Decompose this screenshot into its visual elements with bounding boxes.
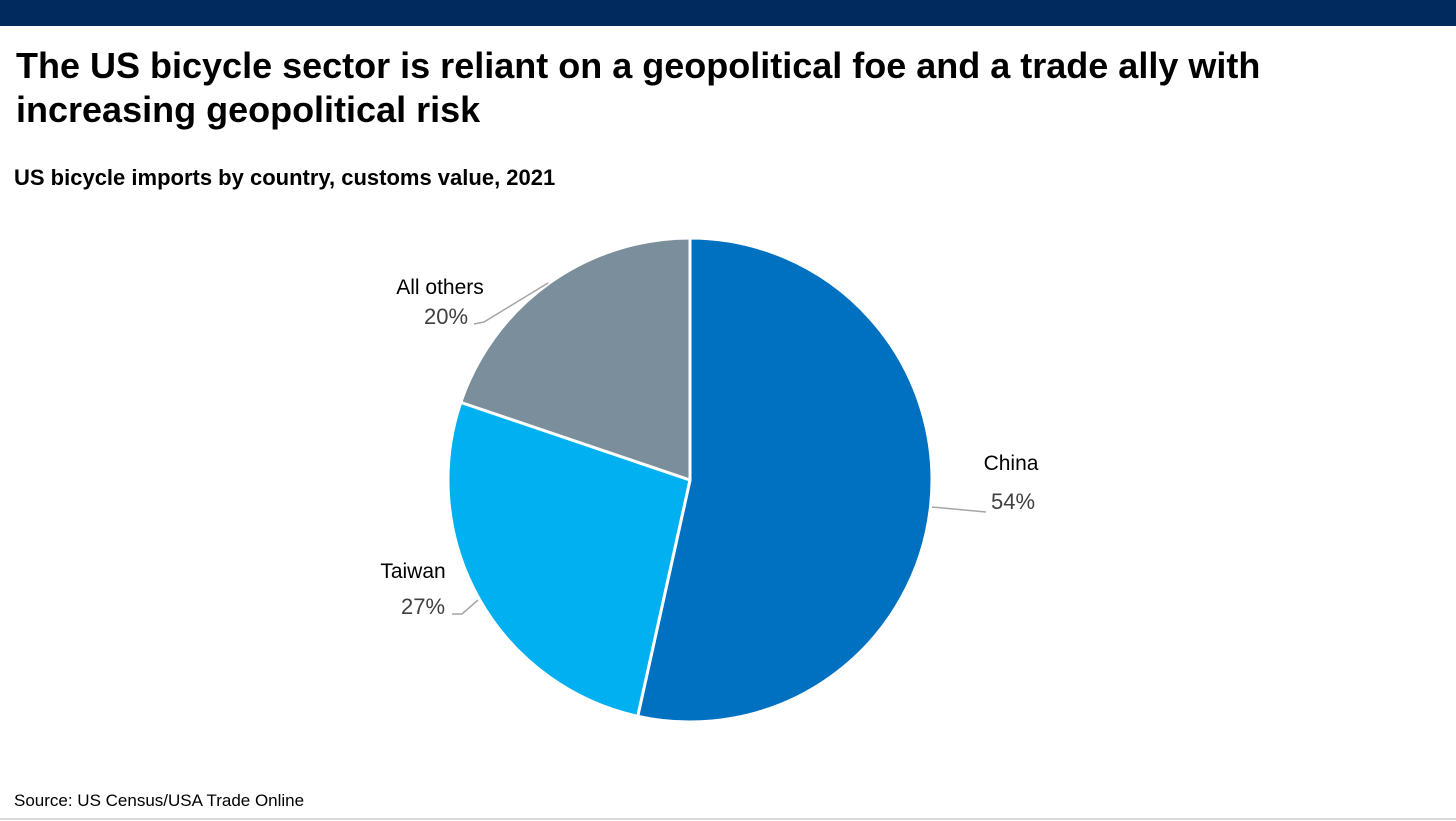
slice-label-china-value: 54%	[991, 489, 1035, 514]
slice-label-taiwan-value: 27%	[401, 594, 445, 619]
page-title: The US bicycle sector is reliant on a ge…	[16, 45, 1261, 130]
slice-taiwan	[446, 400, 692, 718]
slice-label-others-name: All others	[396, 276, 484, 299]
leader-line-others	[473, 282, 549, 325]
chart-title: US bicycle imports by country, customs v…	[14, 165, 556, 190]
slice-china	[636, 236, 934, 724]
pie-slices	[446, 236, 934, 724]
leader-line-china	[931, 506, 987, 513]
slice-label-taiwan-name: Taiwan	[380, 560, 445, 583]
header-bar	[0, 0, 1456, 26]
slice-label-others-value: 20%	[424, 304, 468, 329]
footer-divider	[0, 818, 1456, 820]
label-leader-lines	[452, 282, 987, 615]
leader-line-taiwan	[452, 599, 479, 615]
source-note: Source: US Census/USA Trade Online	[14, 791, 305, 810]
slice-label-china-name: China	[984, 452, 1039, 475]
slice-all-others	[459, 236, 692, 482]
